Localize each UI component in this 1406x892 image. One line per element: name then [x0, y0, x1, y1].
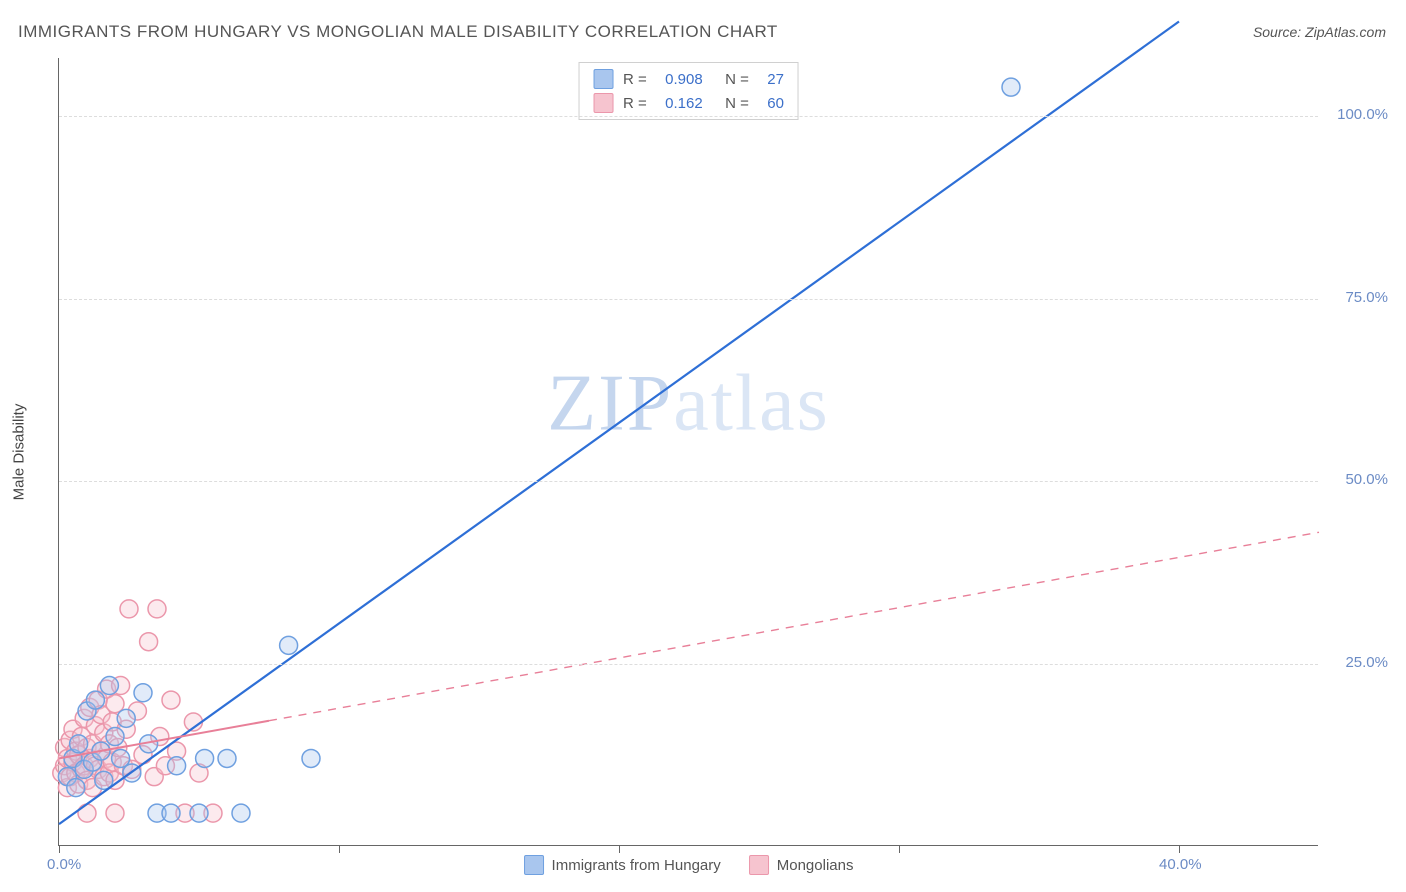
data-point	[67, 779, 85, 797]
x-tick	[1179, 845, 1180, 853]
y-tick-label: 25.0%	[1345, 654, 1388, 671]
data-point	[168, 757, 186, 775]
legend-item: Mongolians	[749, 855, 854, 875]
grid-line	[59, 299, 1318, 300]
legend-row: R = 0.908 N = 27	[579, 67, 798, 91]
grid-line	[59, 481, 1318, 482]
data-point	[78, 804, 96, 822]
legend-n-label: N =	[713, 71, 758, 88]
data-point	[120, 600, 138, 618]
data-point	[106, 728, 124, 746]
chart-svg	[59, 58, 1318, 845]
legend-n-value: 27	[767, 71, 784, 88]
data-point	[162, 804, 180, 822]
y-tick-label: 100.0%	[1337, 106, 1388, 123]
correlation-legend: R = 0.908 N = 27R = 0.162 N = 60	[578, 62, 799, 120]
x-tick-label: 40.0%	[1159, 856, 1202, 873]
data-point	[100, 676, 118, 694]
x-tick	[619, 845, 620, 853]
trend-line	[59, 22, 1179, 825]
legend-swatch	[593, 93, 613, 113]
data-point	[140, 633, 158, 651]
x-tick	[899, 845, 900, 853]
chart-title: IMMIGRANTS FROM HUNGARY VS MONGOLIAN MAL…	[18, 22, 778, 42]
x-tick-label: 0.0%	[47, 856, 81, 873]
source-attribution: Source: ZipAtlas.com	[1253, 24, 1386, 40]
grid-line	[59, 116, 1318, 117]
data-point	[86, 691, 104, 709]
data-point	[117, 709, 135, 727]
legend-r-value: 0.162	[665, 95, 703, 112]
legend-r-label: R =	[623, 71, 655, 88]
series-legend: Immigrants from Hungary Mongolians	[524, 855, 854, 875]
data-point	[106, 804, 124, 822]
legend-n-value: 60	[767, 95, 784, 112]
legend-swatch	[524, 855, 544, 875]
data-point	[280, 636, 298, 654]
data-point	[302, 749, 320, 767]
legend-swatch	[593, 69, 613, 89]
x-tick	[339, 845, 340, 853]
legend-swatch	[749, 855, 769, 875]
legend-n-label: N =	[713, 95, 758, 112]
data-point	[190, 804, 208, 822]
plot-area: ZIPatlas Male Disability R = 0.908 N = 2…	[58, 58, 1318, 846]
legend-r-value: 0.908	[665, 71, 703, 88]
legend-row: R = 0.162 N = 60	[579, 91, 798, 115]
data-point	[162, 691, 180, 709]
data-point	[1002, 78, 1020, 96]
data-point	[196, 749, 214, 767]
legend-item: Immigrants from Hungary	[524, 855, 721, 875]
grid-line	[59, 664, 1318, 665]
data-point	[70, 735, 88, 753]
data-point	[232, 804, 250, 822]
chart-container: IMMIGRANTS FROM HUNGARY VS MONGOLIAN MAL…	[0, 0, 1406, 892]
x-tick	[59, 845, 60, 853]
legend-label: Immigrants from Hungary	[552, 857, 721, 874]
y-tick-label: 50.0%	[1345, 471, 1388, 488]
y-tick-label: 75.0%	[1345, 289, 1388, 306]
data-point	[218, 749, 236, 767]
data-point	[134, 684, 152, 702]
y-axis-title: Male Disability	[11, 403, 28, 500]
legend-r-label: R =	[623, 95, 655, 112]
legend-label: Mongolians	[777, 857, 854, 874]
data-point	[148, 600, 166, 618]
